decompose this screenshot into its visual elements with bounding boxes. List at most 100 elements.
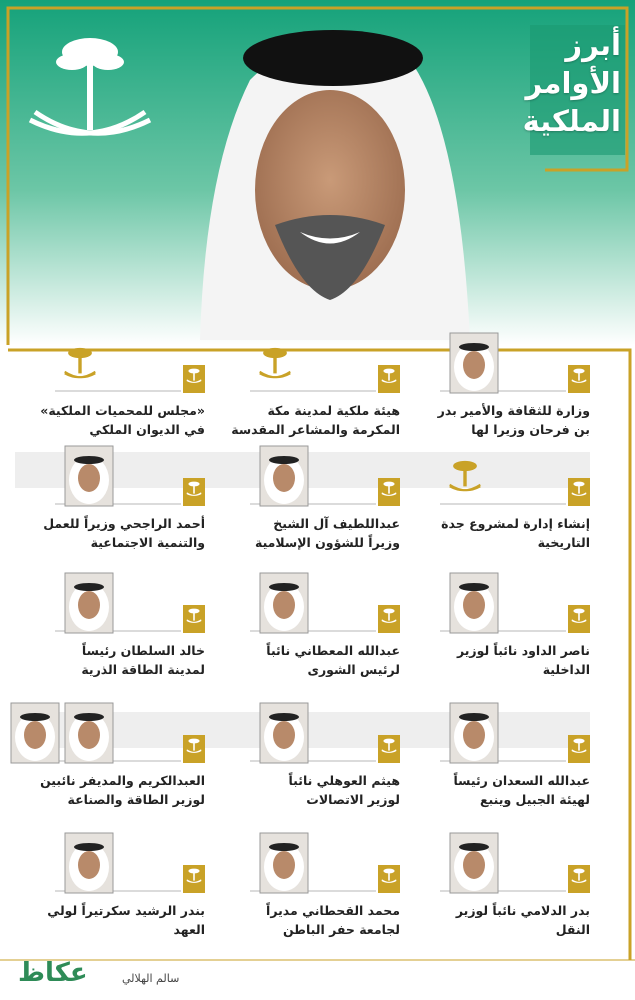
- item-text: خالد السلطان رئيساً لمدينة الطاقة الذرية: [35, 641, 205, 679]
- emblem-icon: [571, 368, 587, 383]
- emblem-icon: [381, 738, 397, 753]
- emblem-icon: [186, 368, 202, 383]
- palm-leaves: [573, 481, 585, 487]
- swords: [186, 749, 202, 753]
- palm-leaves: [188, 481, 200, 487]
- item-line: محمد القحطاني مديراً: [266, 903, 400, 918]
- item-text: هيئة ملكية لمدينة مكة المكرمة والمشاعر ال…: [230, 401, 400, 439]
- item-line: لجامعة حفر الباطن: [282, 922, 400, 937]
- item-line: لهيئة الجبيل وينبع: [480, 792, 590, 807]
- photo-face: [273, 591, 295, 619]
- photo-agal: [459, 843, 489, 851]
- item-text: إنشاء إدارة لمشروع جدة التاريخية: [420, 514, 590, 552]
- emblem-icon: [381, 868, 397, 883]
- logo: عكاظ: [18, 958, 88, 988]
- palm-trunk: [388, 871, 390, 881]
- palm-leaves: [188, 368, 200, 374]
- photo-face: [78, 851, 100, 879]
- palm-trunk: [578, 484, 580, 494]
- item-line: لمدينة الطاقة الذرية: [81, 662, 205, 677]
- palm-trunk: [463, 466, 467, 487]
- photo-face: [24, 721, 46, 749]
- photo-face: [463, 721, 485, 749]
- photo-agal: [459, 713, 489, 721]
- emblem-icon: [381, 608, 397, 623]
- swords: [259, 370, 291, 379]
- emblem-icon: [449, 460, 481, 492]
- palm-leaves: [383, 608, 395, 614]
- item-line: العبدالكريم والمديفر نائبين: [40, 773, 205, 788]
- photo-face: [273, 464, 295, 492]
- photo-agal: [269, 843, 299, 851]
- item-line: «مجلس للمحميات الملكية»: [40, 403, 205, 418]
- item-text: العبدالكريم والمديفر نائبين لوزير الطاقة …: [35, 771, 205, 809]
- item-text: بندر الرشيد سكرتيراً لولي العهد: [35, 901, 205, 939]
- item-line: لوزير الاتصالات: [306, 792, 400, 807]
- gold-frame-lower: [8, 348, 632, 960]
- item-text: بدر الدلامي نائباً لوزير النقل: [420, 901, 590, 939]
- item-line: عبدالله السعدان رئيساً: [453, 773, 590, 788]
- item-line: بندر الرشيد سكرتيراً لولي: [47, 903, 205, 918]
- palm-leaves: [453, 460, 477, 472]
- palm-leaves: [383, 738, 395, 744]
- swords: [186, 492, 202, 496]
- palm-trunk: [78, 353, 82, 374]
- item-text: ناصر الداود نائباً لوزير الداخلية: [420, 641, 590, 679]
- photo-face: [273, 851, 295, 879]
- emblem-icon: [186, 481, 202, 496]
- swords: [571, 749, 587, 753]
- gold-frame: [6, 6, 629, 345]
- photo-face: [273, 721, 295, 749]
- palm-trunk: [193, 871, 195, 881]
- item-text: محمد القحطاني مديراً لجامعة حفر الباطن: [230, 901, 400, 939]
- item-text: أحمد الراجحي وزيراً للعمل والتنمية الاجتم…: [35, 514, 205, 552]
- emblem-icon: [259, 347, 291, 379]
- swords: [449, 483, 481, 492]
- item-text: هيثم العوهلي نائباً لوزير الاتصالات: [230, 771, 400, 809]
- swords: [571, 492, 587, 496]
- emblem-icon: [186, 738, 202, 753]
- item-text: عبداللطيف آل الشيخ وزيراً للشؤون الإسلامي…: [230, 514, 400, 552]
- palm-trunk: [388, 484, 390, 494]
- photo-agal: [20, 713, 50, 721]
- title-box: [530, 25, 625, 155]
- palm-leaves: [188, 738, 200, 744]
- swords: [186, 619, 202, 623]
- swords: [186, 379, 202, 383]
- item-line: خالد السلطان رئيساً: [81, 643, 205, 658]
- emblem-icon: [571, 608, 587, 623]
- photo-face: [78, 464, 100, 492]
- emblem-icon: [64, 347, 96, 379]
- photo-agal: [269, 456, 299, 464]
- item-line: الداخلية: [542, 662, 590, 677]
- photo-agal: [74, 843, 104, 851]
- item-line: لرئيس الشورى: [307, 662, 400, 677]
- item-line: النقل: [555, 922, 590, 937]
- item-line: التاريخية: [537, 535, 590, 550]
- palm-leaves: [383, 481, 395, 487]
- item-line: عبداللطيف آل الشيخ: [273, 516, 400, 531]
- swords: [381, 749, 397, 753]
- palm-leaves: [188, 868, 200, 874]
- palm-leaves: [573, 608, 585, 614]
- palm-leaves: [573, 868, 585, 874]
- emblem-icon: [571, 868, 587, 883]
- item-line: وزارة للثقافة والأمير بدر: [437, 403, 590, 418]
- photo-face: [463, 591, 485, 619]
- swords: [186, 879, 202, 883]
- photo-agal: [74, 583, 104, 591]
- national-emblem: [28, 38, 152, 136]
- emblem-icon: [381, 368, 397, 383]
- palm-leaves: [573, 738, 585, 744]
- palm-trunk: [388, 741, 390, 751]
- palm-trunk: [578, 741, 580, 751]
- item-line: في الديوان الملكي: [89, 422, 205, 437]
- title-line: الأوامر: [525, 66, 622, 100]
- item-text: «مجلس للمحميات الملكية» في الديوان الملكي: [35, 401, 205, 439]
- palm-trunk: [388, 371, 390, 381]
- swords: [571, 619, 587, 623]
- title-line: الملكية: [522, 104, 621, 138]
- swords: [381, 879, 397, 883]
- palm-trunk: [193, 484, 195, 494]
- photo-agal: [459, 343, 489, 351]
